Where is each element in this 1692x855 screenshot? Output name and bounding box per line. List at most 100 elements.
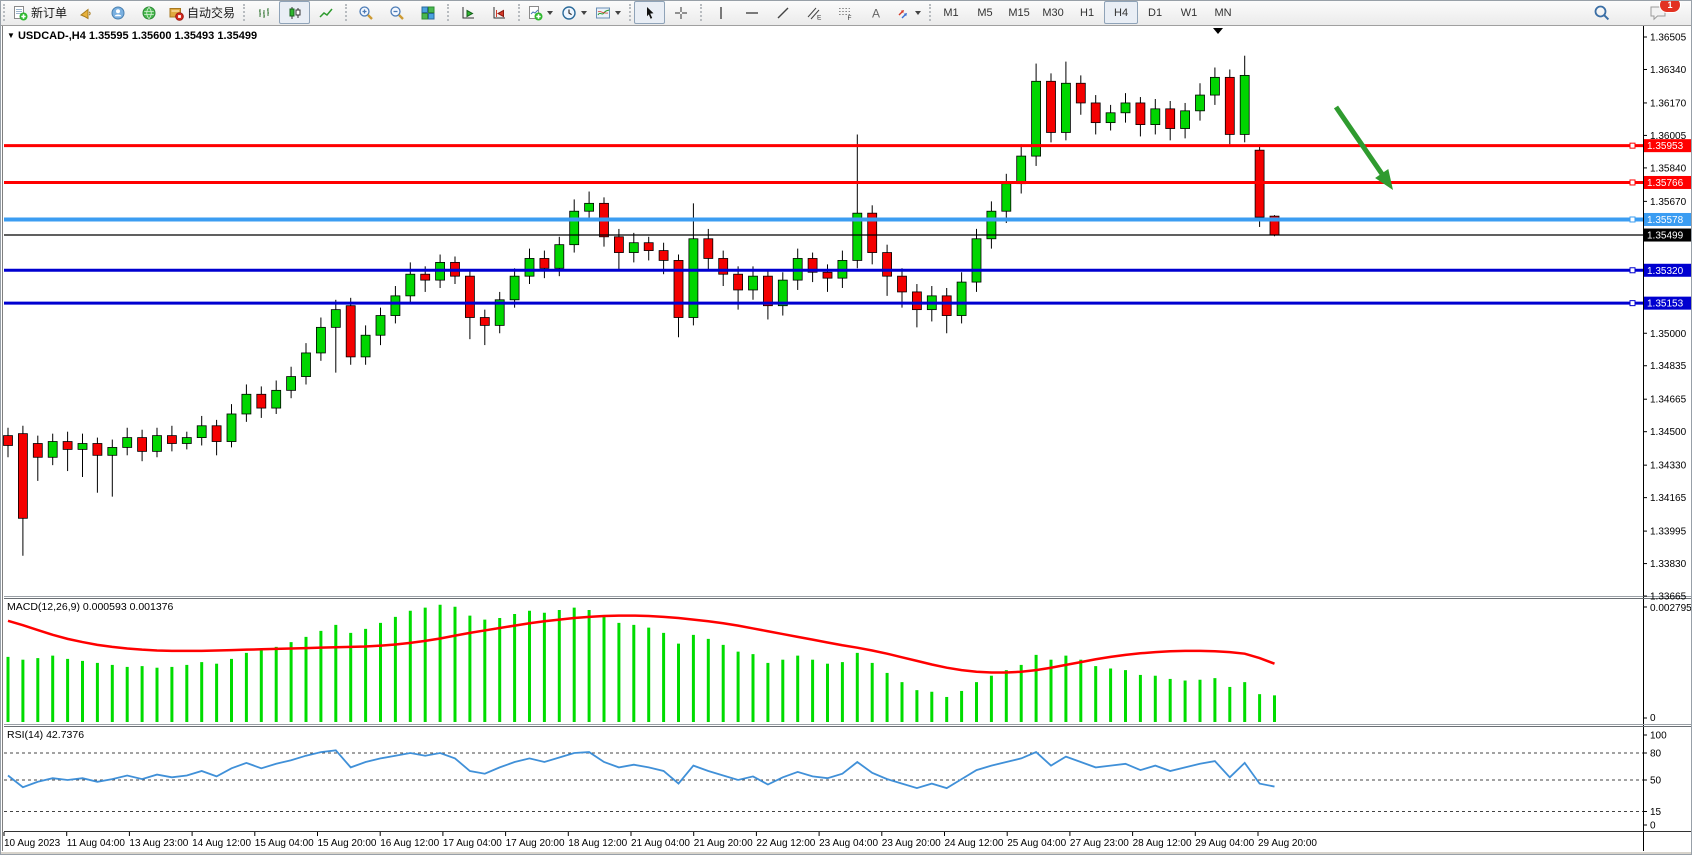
svg-text:1.33830: 1.33830 xyxy=(1650,559,1687,570)
timeframe-button-m15[interactable]: M15 xyxy=(1008,6,1030,19)
fibonacci-button[interactable]: F xyxy=(829,1,860,24)
zoom-in-icon xyxy=(358,5,373,20)
svg-text:22 Aug 12:00: 22 Aug 12:00 xyxy=(756,838,815,849)
hline-handle[interactable] xyxy=(1629,179,1636,186)
hline-handle[interactable] xyxy=(1629,300,1636,307)
svg-text:0: 0 xyxy=(1650,713,1656,724)
horizontal-lines[interactable] xyxy=(4,142,1643,307)
text-button[interactable]: A xyxy=(860,1,891,24)
toolbar-group-chart-type xyxy=(242,0,344,25)
svg-text:0.002795: 0.002795 xyxy=(1650,603,1692,614)
templates-caret-icon[interactable] xyxy=(615,10,622,15)
svg-text:15 Aug 20:00: 15 Aug 20:00 xyxy=(318,838,377,849)
toolbar-group-cursor xyxy=(628,0,699,25)
community-icon xyxy=(111,6,125,19)
trendline-icon xyxy=(777,7,789,18)
timeframe-button-w1[interactable]: W1 xyxy=(1180,6,1198,19)
crosshair-button[interactable] xyxy=(665,1,696,24)
svg-text:1.34500: 1.34500 xyxy=(1650,427,1687,438)
chart-shift-icon xyxy=(493,6,505,18)
trendline-button[interactable] xyxy=(767,1,798,24)
arrows-caret-icon[interactable] xyxy=(915,10,922,15)
svg-text:1.36170: 1.36170 xyxy=(1650,98,1687,109)
date-axis[interactable]: 10 Aug 2023 11 Aug 04:00 13 Aug 23:00 14 Au… xyxy=(3,832,1317,849)
svg-text:24 Aug 12:00: 24 Aug 12:00 xyxy=(945,838,1004,849)
line-chart-button[interactable] xyxy=(310,1,341,24)
svg-text:1.33995: 1.33995 xyxy=(1650,527,1687,538)
hline-handle[interactable] xyxy=(1629,142,1636,149)
timeframe-button-h1[interactable]: H1 xyxy=(1080,6,1095,19)
timeframe-button-m1[interactable]: M1 xyxy=(943,6,959,19)
svg-text:A: A xyxy=(872,6,880,20)
megaphone-button[interactable] xyxy=(71,1,102,24)
indicators-button[interactable] xyxy=(523,1,557,24)
hline-handle[interactable] xyxy=(1629,216,1636,223)
svg-text:21 Aug 04:00: 21 Aug 04:00 xyxy=(631,838,690,849)
cursor-button[interactable] xyxy=(634,1,666,24)
market-button[interactable] xyxy=(133,1,164,24)
periods-button[interactable] xyxy=(557,1,591,24)
timeframe-button-mn[interactable]: MN xyxy=(1214,6,1232,19)
tile-windows-button[interactable] xyxy=(412,1,443,24)
chart-shift-button[interactable] xyxy=(483,1,514,24)
svg-text:21 Aug 20:00: 21 Aug 20:00 xyxy=(694,838,753,849)
candlestick-chart-button[interactable] xyxy=(279,1,311,24)
autoscroll-button[interactable] xyxy=(452,1,483,24)
periods-caret-icon[interactable] xyxy=(581,10,588,15)
timeframe-button-m5[interactable]: M5 xyxy=(977,6,993,19)
svg-text:11 Aug 04:00: 11 Aug 04:00 xyxy=(67,838,126,849)
horizontal-line-icon xyxy=(745,11,758,14)
vertical-line-button[interactable] xyxy=(705,1,736,24)
community-button[interactable] xyxy=(102,1,133,24)
autotrading-button[interactable]: 自动交易 xyxy=(164,1,239,24)
templates-button[interactable] xyxy=(591,1,625,24)
svg-text:29 Aug 04:00: 29 Aug 04:00 xyxy=(1195,838,1254,849)
zoom-in-button[interactable] xyxy=(350,1,381,24)
svg-text:17 Aug 04:00: 17 Aug 04:00 xyxy=(443,838,502,849)
tile-windows-icon xyxy=(421,6,435,19)
autotrading-label: 自动交易 xyxy=(187,6,236,20)
channel-button[interactable]: E xyxy=(798,1,829,24)
arrow-annotation-head[interactable] xyxy=(1375,169,1393,190)
candlestick-series xyxy=(3,55,1280,556)
hline-handle[interactable] xyxy=(1629,267,1636,274)
vertical-line-icon xyxy=(719,6,722,19)
svg-text:1.35320: 1.35320 xyxy=(1647,266,1684,277)
svg-text:50: 50 xyxy=(1650,776,1662,787)
price-tags: 1.35953 1.35766 1.35578 1.35320 1.35153 1.354… xyxy=(1644,139,1692,310)
annotations[interactable] xyxy=(1213,28,1393,190)
macd-panel: 0.002795 0 xyxy=(6,603,1692,724)
autotrading-icon xyxy=(169,7,184,21)
timeframe-button-d1[interactable]: D1 xyxy=(1148,6,1163,19)
notification-badge[interactable]: 1 xyxy=(1659,0,1681,13)
rsi-panel: 100 80 50 15 0 xyxy=(4,731,1667,832)
indicators-caret-icon[interactable] xyxy=(547,10,554,15)
notifications-button[interactable]: 1 xyxy=(1643,0,1681,24)
search-button[interactable] xyxy=(1586,1,1617,24)
timeframe-toolbar: M1 M5 M15 M30 H1 H4 D1 W1 MN xyxy=(928,0,1243,25)
new-order-button[interactable]: 新订单 xyxy=(8,1,71,24)
bar-chart-button[interactable] xyxy=(248,1,279,24)
zoom-out-button[interactable] xyxy=(381,1,412,24)
new-order-label: 新订单 xyxy=(31,6,68,20)
arrows-button[interactable] xyxy=(891,1,925,24)
new-order-icon xyxy=(14,5,28,20)
svg-text:1.36340: 1.36340 xyxy=(1650,65,1687,76)
svg-text:17 Aug 20:00: 17 Aug 20:00 xyxy=(506,838,565,849)
chart-shift-marker xyxy=(1213,28,1223,34)
arrow-annotation[interactable] xyxy=(1333,105,1385,176)
horizontal-line-button[interactable] xyxy=(736,1,767,24)
timeframe-button-m30[interactable]: M30 xyxy=(1042,6,1064,19)
svg-text:1.35766: 1.35766 xyxy=(1647,178,1684,189)
toolbar: 新订单 xyxy=(0,0,1692,26)
timeframe-button-h4[interactable]: H4 xyxy=(1104,1,1139,24)
line-chart-icon xyxy=(319,8,333,18)
zoom-out-icon xyxy=(389,5,404,20)
svg-text:29 Aug 20:00: 29 Aug 20:00 xyxy=(1258,838,1317,849)
svg-text:1.34330: 1.34330 xyxy=(1650,461,1687,472)
svg-text:28 Aug 12:00: 28 Aug 12:00 xyxy=(1133,838,1192,849)
indicators-icon xyxy=(529,5,543,20)
svg-text:E: E xyxy=(817,14,822,21)
svg-text:1.35153: 1.35153 xyxy=(1647,299,1684,310)
